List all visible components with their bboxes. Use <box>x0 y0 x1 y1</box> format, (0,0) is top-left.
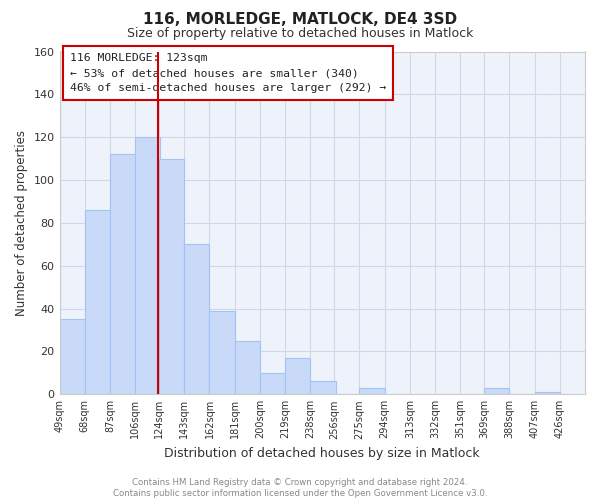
Bar <box>359 388 385 394</box>
Bar <box>310 382 335 394</box>
X-axis label: Distribution of detached houses by size in Matlock: Distribution of detached houses by size … <box>164 447 480 460</box>
Bar <box>235 340 260 394</box>
Bar <box>285 358 310 395</box>
Bar <box>209 310 235 394</box>
Bar <box>484 388 509 394</box>
Bar <box>184 244 209 394</box>
Bar <box>135 137 160 394</box>
Text: 116, MORLEDGE, MATLOCK, DE4 3SD: 116, MORLEDGE, MATLOCK, DE4 3SD <box>143 12 457 28</box>
Bar <box>85 210 110 394</box>
Bar <box>110 154 135 394</box>
Text: 116 MORLEDGE: 123sqm
← 53% of detached houses are smaller (340)
46% of semi-deta: 116 MORLEDGE: 123sqm ← 53% of detached h… <box>70 53 386 93</box>
Bar <box>159 158 184 394</box>
Bar <box>535 392 560 394</box>
Text: Size of property relative to detached houses in Matlock: Size of property relative to detached ho… <box>127 28 473 40</box>
Bar <box>260 373 285 394</box>
Bar <box>59 320 85 394</box>
Y-axis label: Number of detached properties: Number of detached properties <box>15 130 28 316</box>
Text: Contains HM Land Registry data © Crown copyright and database right 2024.
Contai: Contains HM Land Registry data © Crown c… <box>113 478 487 498</box>
